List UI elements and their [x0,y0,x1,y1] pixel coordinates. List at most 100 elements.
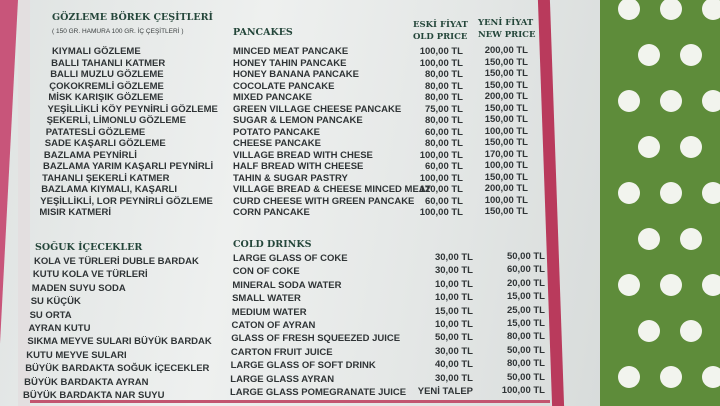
gozleme-item-name-tr: BALLI TAHANLI KATMER [51,57,166,69]
gozleme-item-name-tr: BAZLAMA YARIM KAŞARLI PEYNİRLİ [43,161,214,172]
new-price: 80,00 TL [506,358,545,370]
new-price: 60,00 TL [506,264,545,276]
gozleme-item-name-tr: TAHANLI ŞEKERLİ KATMER [42,172,170,184]
drink-item-name-en: LARGE GLASS OF SOFT DRINK [230,360,376,372]
new-price: 150,00 TL [484,206,528,217]
gozleme-item-name-tr: YEŞİLLİKLİ KÖY PEYNİRLİ GÖZLEME [47,103,218,115]
pancake-item-name-en: VILLAGE BREAD & CHEESE MINCED MEAT [233,184,431,195]
pancake-item-name-en: POTATO PANCAKE [233,126,320,138]
polka-dot-tablecloth [600,0,720,406]
old-price-en-header: OLD PRICE [413,32,468,42]
new-price: 50,00 TL [506,251,545,262]
polka-dot [618,366,640,388]
old-price: 100,00 TL [419,207,463,218]
gozleme-item-name-tr: KIYMALI GÖZLEME [52,46,141,57]
drink-item-name-tr: KUTU MEYVE SULARI [26,349,127,361]
polka-dot [618,0,640,20]
polka-dot [660,274,682,296]
old-price: 30,00 TL [434,372,473,384]
polka-dot [618,182,640,204]
polka-dot [702,366,720,388]
new-price: 50,00 TL [506,344,545,356]
old-price: 30,00 TL [434,345,473,357]
pancakes-title: PANCAKES [233,27,293,38]
old-price: 60,00 TL [424,161,463,172]
old-price: 10,00 TL [434,278,473,290]
new-price: 200,00 TL [484,183,528,194]
polka-dot [680,44,702,66]
old-price: 100,00 TL [419,172,463,184]
drink-item-name-en: CATON OF AYRAN [231,320,316,331]
drink-item-name-tr: SU ORTA [29,309,72,321]
gozleme-item-name-tr: MİSK KARIŞIK GÖZLEME [48,92,164,103]
old-price: 80,00 TL [424,92,463,103]
polka-dot [702,0,720,20]
drink-item-name-en: LARGE GLASS POMEGRANATE JUICE [230,387,407,398]
drink-item-name-tr: MADEN SUYU SODA [31,282,126,294]
pancake-item-name-en: MINCED MEAT PANCAKE [233,46,349,57]
pancake-item-name-en: CHEESE PANCAKE [233,138,321,149]
new-price: 170,00 TL [484,148,528,160]
old-price: 30,00 TL [434,252,473,263]
drink-item-name-en: CARTON FRUIT JUICE [230,346,333,358]
old-price: 100,00 TL [419,57,463,69]
menu-bottom-border [30,400,550,403]
polka-dot [660,182,682,204]
new-price: 100,00 TL [484,160,528,171]
menu-margin [18,0,30,406]
polka-dot [702,274,720,296]
drink-item-name-en: GLASS OF FRESH SQUEEZED JUICE [231,333,401,345]
gozleme-item-name-tr: YEŞİLLİKLİ, LOR PEYNİRLİ GÖZLEME [40,195,213,207]
new-price: 200,00 TL [484,91,528,102]
pancake-item-name-en: HALF BREAD WITH CHEESE [233,161,364,172]
polka-dot [680,228,702,250]
pancake-item-name-en: COCOLATE PANCAKE [233,80,335,92]
polka-dot [638,136,660,158]
old-price: 80,00 TL [424,69,463,80]
old-price: 50,00 TL [434,332,473,344]
drink-item-name-en: MEDIUM WATER [231,306,307,318]
new-price: 150,00 TL [484,79,528,91]
new-price: 200,00 TL [484,45,528,56]
new-price: 150,00 TL [484,171,528,183]
menu-paper [0,0,600,406]
gozleme-item-name-tr: BALLI MUZLU GÖZLEME [50,69,164,80]
old-price: 10,00 TL [434,292,473,304]
gozleme-item-name-tr: SADE KAŞARLI GÖZLEME [44,138,166,149]
old-price-tr-header: ESKİ FİYAT [413,20,468,30]
pancake-item-name-en: SUGAR & LEMON PANCAKE [233,115,363,126]
new-price: 150,00 TL [484,102,528,114]
polka-dot [680,320,702,342]
polka-dot [660,90,682,112]
drink-item-name-tr: BÜYÜK BARDAKTA SOĞUK İÇECEKLER [25,363,210,375]
polka-dot [638,44,660,66]
drink-item-name-en: SMALL WATER [232,293,301,305]
old-price: 100,00 TL [419,46,463,57]
old-price: 60,00 TL [424,195,463,207]
gozleme-subtitle: ( 150 GR. HAMURA 100 GR. İÇ ÇEŞİTLERİ ) [52,28,184,35]
pancake-item-name-en: CORN PANCAKE [233,207,310,218]
polka-dot [618,274,640,296]
drink-item-name-tr: BÜYÜK BARDAKTA NAR SUYU [23,390,165,401]
old-price: 60,00 TL [424,126,463,138]
drink-item-name-tr: SU KÜÇÜK [30,296,81,308]
pancake-item-name-en: MIXED PANCAKE [233,92,312,103]
pancake-item-name-en: VILLAGE BREAD WITH CHESE [233,149,373,161]
drink-item-name-tr: AYRAN KUTU [28,323,91,334]
gozleme-item-name-tr: ÇOKOKREMLİ GÖZLEME [49,80,164,92]
old-price: 100,00 TL [419,149,463,161]
gozleme-item-name-tr: MISIR KATMERİ [39,207,111,218]
new-price: 15,00 TL [506,291,545,303]
drink-item-name-en: LARGE GLASS AYRAN [230,373,335,385]
old-price: 80,00 TL [424,80,463,92]
new-price: 15,00 TL [506,318,545,329]
gozleme-title: GÖZLEME BÖREK ÇEŞİTLERİ [52,12,213,23]
pancake-item-name-en: GREEN VILLAGE CHEESE PANCAKE [233,103,402,115]
old-price: 15,00 TL [434,305,473,317]
new-price-tr-header: YENİ FİYAT [478,18,534,28]
new-price: 25,00 TL [506,304,545,316]
polka-dot [702,182,720,204]
old-price: 120,00 TL [419,184,463,195]
polka-dot [638,228,660,250]
new-price: 20,00 TL [506,277,545,289]
